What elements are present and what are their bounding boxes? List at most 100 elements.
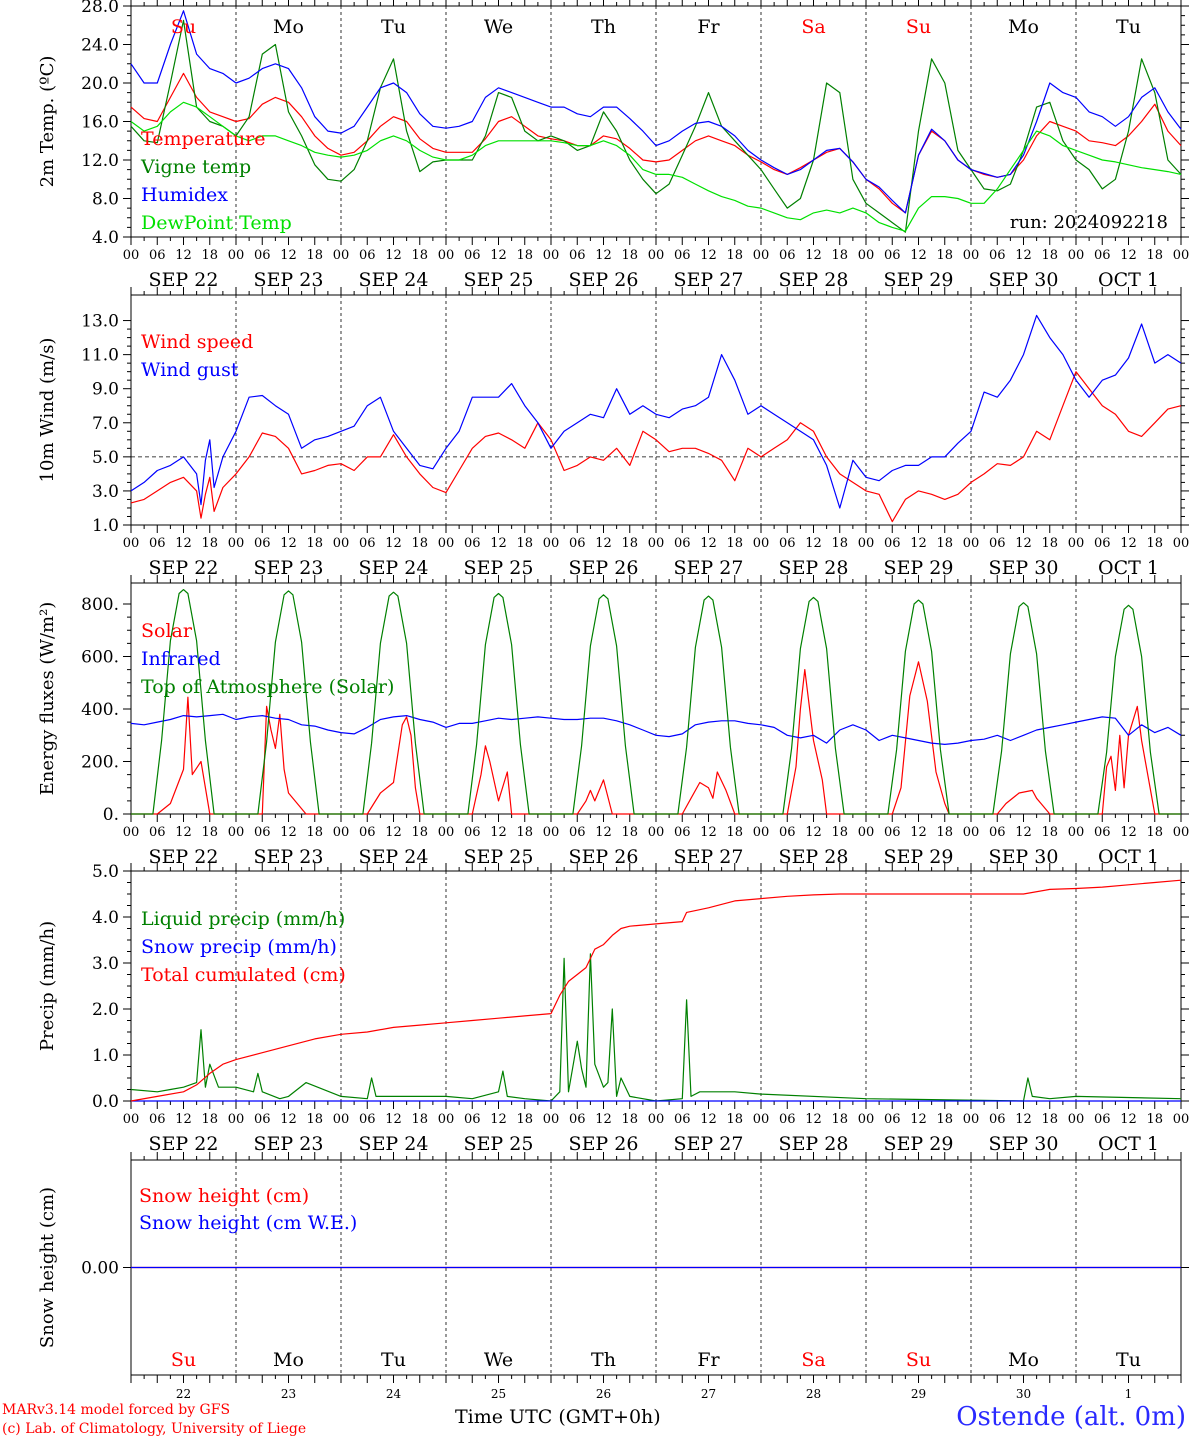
x-hour-label: 06 xyxy=(779,1112,796,1127)
x-hour-label: 06 xyxy=(569,536,586,551)
panel-1: 2m Temp. (ºC) xyxy=(37,0,1189,245)
day-label: Th xyxy=(591,16,616,38)
day-label: Th xyxy=(591,1349,616,1371)
x-hour-label: 00 xyxy=(438,1112,455,1127)
x-date-label: SEP 28 xyxy=(779,1133,849,1155)
day-label: Fr xyxy=(697,16,720,38)
x-hour-label: 06 xyxy=(464,248,481,263)
x-hour-label: 18 xyxy=(306,1112,323,1127)
x-hour-label: 18 xyxy=(831,825,848,840)
series-line-temperature xyxy=(130,72,1182,214)
y-tick-label: 13.0 xyxy=(81,312,119,332)
day-number-label: 30 xyxy=(1016,1387,1031,1401)
y-tick-label: 5.0 xyxy=(92,862,119,882)
x-hour-label: 00 xyxy=(333,825,350,840)
x-date-label: SEP 27 xyxy=(674,557,744,579)
x-date-label: SEP 23 xyxy=(254,846,324,868)
x-date-label: SEP 25 xyxy=(464,269,534,291)
x-hour-label: 06 xyxy=(989,536,1006,551)
copyright-credit: (c) Lab. of Climatology, University of L… xyxy=(2,1421,307,1437)
x-hour-label: 12 xyxy=(385,248,402,263)
x-hour-label: 18 xyxy=(1041,825,1058,840)
y-tick-label: 5.0 xyxy=(92,448,119,468)
y-tick-label: 8.0 xyxy=(92,190,119,210)
x-hour-label: 06 xyxy=(884,248,901,263)
x-hour-label: 06 xyxy=(674,536,691,551)
x-hour-label: 06 xyxy=(254,536,271,551)
legend-label: DewPoint Temp xyxy=(141,212,292,234)
x-hour-label: 06 xyxy=(884,825,901,840)
day-label: We xyxy=(484,16,513,38)
x-hour-label: 00 xyxy=(963,536,980,551)
x-hour-label: 06 xyxy=(149,536,166,551)
x-date-label: SEP 24 xyxy=(359,846,429,868)
x-date-label: OCT 1 xyxy=(1098,846,1159,868)
y-tick-label: 12.0 xyxy=(81,151,119,171)
day-label: Su xyxy=(906,1349,931,1371)
x-date-label: SEP 26 xyxy=(569,269,639,291)
x-date-label: SEP 30 xyxy=(989,1133,1059,1155)
x-hour-label: 06 xyxy=(1094,825,1111,840)
x-hour-label: 18 xyxy=(831,536,848,551)
y-tick-label: 16.0 xyxy=(81,113,119,133)
y-tick-label: 20.0 xyxy=(81,74,119,94)
legend-label: Total cumulated (cm) xyxy=(141,964,346,986)
x-hour-label: 00 xyxy=(1173,1112,1190,1127)
x-hour-label: 06 xyxy=(359,1112,376,1127)
x-hour-label: 12 xyxy=(805,1112,822,1127)
x-hour-label: 06 xyxy=(254,825,271,840)
x-hour-label: 06 xyxy=(359,825,376,840)
x-hour-label: 06 xyxy=(884,1112,901,1127)
x-hour-label: 12 xyxy=(175,248,192,263)
x-date-label: SEP 25 xyxy=(464,1133,534,1155)
x-date-label: SEP 29 xyxy=(884,557,954,579)
y-tick-label: 4.0 xyxy=(92,228,119,248)
x-hour-label: 12 xyxy=(595,1112,612,1127)
x-hour-label: 06 xyxy=(779,536,796,551)
x-hour-label: 00 xyxy=(1068,536,1085,551)
x-date-label: OCT 1 xyxy=(1098,1133,1159,1155)
x-hour-label: 00 xyxy=(123,536,140,551)
day-label: Fr xyxy=(697,1349,720,1371)
legend-label: Liquid precip (mm/h) xyxy=(141,908,345,930)
x-hour-label: 18 xyxy=(1041,536,1058,551)
x-date-label: SEP 25 xyxy=(464,557,534,579)
x-hour-label: 06 xyxy=(884,536,901,551)
x-hour-label: 18 xyxy=(831,1112,848,1127)
x-hour-label: 18 xyxy=(516,1112,533,1127)
x-hour-label: 00 xyxy=(858,248,875,263)
legend-label: Humidex xyxy=(141,184,228,206)
x-hour-label: 12 xyxy=(385,825,402,840)
x-hour-label: 12 xyxy=(910,825,927,840)
x-hour-label: 06 xyxy=(464,1112,481,1127)
x-hour-label: 00 xyxy=(228,1112,245,1127)
x-hour-label: 12 xyxy=(805,248,822,263)
day-label: Tu xyxy=(1116,1349,1141,1371)
day-label: Mo xyxy=(1008,16,1039,38)
day-number-label: 1 xyxy=(1125,1387,1133,1401)
y-tick-label: 0.0 xyxy=(92,1092,119,1112)
series-line-dewpoint-temp xyxy=(130,101,1182,232)
x-hour-label: 00 xyxy=(648,1112,665,1127)
y-tick-label: 1.0 xyxy=(92,516,119,536)
day-label: Tu xyxy=(1116,16,1141,38)
x-date-label: SEP 29 xyxy=(884,846,954,868)
x-hour-label: 00 xyxy=(648,825,665,840)
x-hour-label: 00 xyxy=(123,248,140,263)
x-hour-label: 18 xyxy=(201,825,218,840)
y-axis-label: Precip (mm/h) xyxy=(37,921,58,1051)
x-hour-label: 00 xyxy=(753,1112,770,1127)
x-hour-label: 00 xyxy=(648,536,665,551)
x-hour-label: 18 xyxy=(1146,248,1163,263)
x-hour-label: 12 xyxy=(385,1112,402,1127)
day-label: Tu xyxy=(381,1349,406,1371)
x-hour-label: 12 xyxy=(1015,825,1032,840)
panel-4: Precip (mm/h) xyxy=(37,863,1189,1109)
model-credit: MARv3.14 model forced by GFS xyxy=(2,1402,231,1418)
x-hour-label: 12 xyxy=(490,1112,507,1127)
x-hour-label: 12 xyxy=(805,825,822,840)
x-hour-label: 00 xyxy=(648,248,665,263)
panel-2: 10m Wind (m/s) xyxy=(37,287,1189,533)
panel-5: Snow height (cm) xyxy=(37,1152,1189,1383)
x-date-label: SEP 27 xyxy=(674,269,744,291)
